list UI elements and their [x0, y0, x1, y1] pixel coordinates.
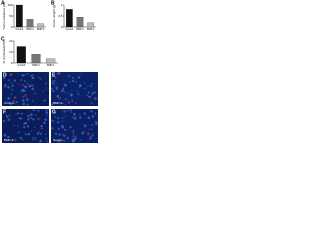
bar	[46, 58, 56, 64]
image-label: BMP-2	[53, 101, 63, 105]
panel-label: C	[1, 36, 5, 42]
micrograph	[2, 72, 49, 106]
bar	[87, 22, 94, 28]
bar	[76, 17, 84, 28]
bar	[16, 4, 23, 28]
y-axis-label: Tumor weight (g)	[52, 5, 56, 28]
x-tick-label: BMP-2	[32, 64, 40, 67]
image-label: Noggin	[53, 138, 63, 142]
x-tick-label: Control	[17, 64, 25, 67]
bar	[66, 9, 73, 28]
bar	[16, 46, 26, 64]
y-axis-label: Tumor incidence (%)	[2, 2, 6, 30]
micrograph	[51, 72, 98, 106]
y-axis-label: % of pSmad1/5/8	[2, 40, 6, 63]
x-tick-label: BMP-2	[76, 28, 84, 31]
panel-label: D	[3, 72, 7, 78]
panel-label: B	[51, 0, 55, 6]
y-tick-label: 0	[61, 25, 63, 29]
y-tick-label: 20	[9, 39, 13, 43]
x-tick-label: Control	[65, 28, 73, 31]
x-tick-label: Control	[15, 28, 23, 31]
x-tick-label: BMP-4	[87, 28, 95, 31]
x-tick-label: BMP-2	[26, 28, 34, 31]
bar	[26, 19, 34, 28]
y-tick-label: 1	[61, 3, 63, 7]
x-tick-label: BMP-4	[37, 28, 45, 31]
panel-label: A	[1, 0, 5, 6]
figure: D E F G Control BMP-2 BMP-4 Noggin ATumo…	[1, 0, 98, 143]
panel-label: E	[52, 72, 56, 78]
y-tick-label: 100	[7, 3, 12, 7]
y-tick-label: 10	[9, 50, 13, 54]
y-tick-label: 0	[11, 61, 13, 65]
panel-label: G	[52, 109, 56, 115]
y-tick-label: 0	[11, 25, 13, 29]
image-label: Control	[4, 101, 14, 105]
bar	[37, 23, 44, 28]
panel-label: F	[3, 109, 6, 115]
bar	[31, 54, 41, 64]
x-tick-label: BMP-4	[47, 64, 55, 67]
y-tick-label: 0.5	[58, 14, 63, 18]
y-tick-label: 50	[9, 14, 13, 18]
image-label: BMP-4	[4, 138, 14, 142]
nuclei	[2, 71, 98, 143]
